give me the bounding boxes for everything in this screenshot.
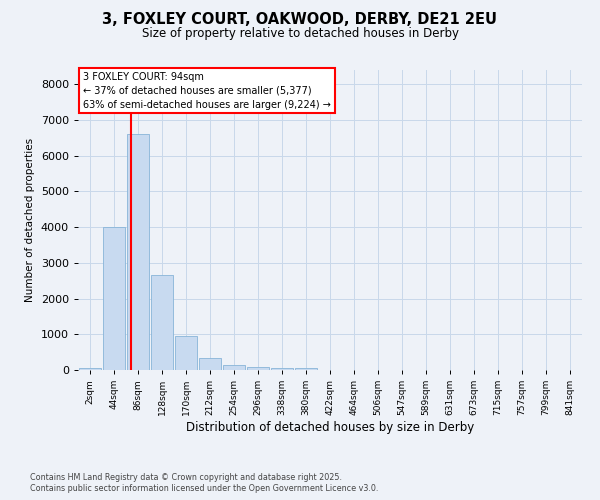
Text: Contains public sector information licensed under the Open Government Licence v3: Contains public sector information licen… xyxy=(30,484,379,493)
X-axis label: Distribution of detached houses by size in Derby: Distribution of detached houses by size … xyxy=(186,421,474,434)
Bar xyxy=(127,134,149,370)
Text: Contains HM Land Registry data © Crown copyright and database right 2025.: Contains HM Land Registry data © Crown c… xyxy=(30,472,342,482)
Bar xyxy=(295,368,317,370)
Bar xyxy=(247,368,269,370)
Bar xyxy=(79,368,101,370)
Text: 3 FOXLEY COURT: 94sqm
← 37% of detached houses are smaller (5,377)
63% of semi-d: 3 FOXLEY COURT: 94sqm ← 37% of detached … xyxy=(83,72,331,110)
Text: Size of property relative to detached houses in Derby: Size of property relative to detached ho… xyxy=(142,28,458,40)
Y-axis label: Number of detached properties: Number of detached properties xyxy=(25,138,35,302)
Bar xyxy=(151,276,173,370)
Bar xyxy=(223,366,245,370)
Bar xyxy=(175,336,197,370)
Text: 3, FOXLEY COURT, OAKWOOD, DERBY, DE21 2EU: 3, FOXLEY COURT, OAKWOOD, DERBY, DE21 2E… xyxy=(103,12,497,28)
Bar xyxy=(271,368,293,370)
Bar xyxy=(103,227,125,370)
Bar xyxy=(199,358,221,370)
